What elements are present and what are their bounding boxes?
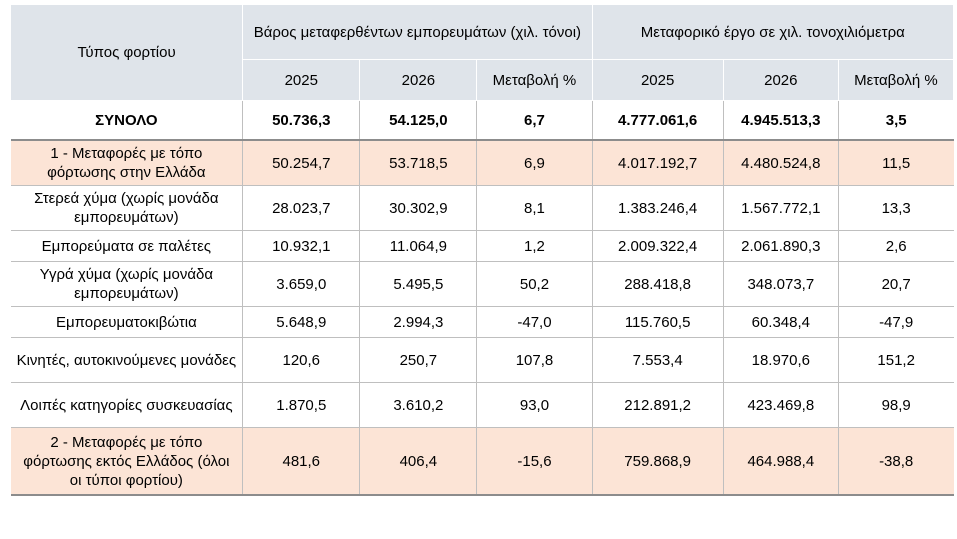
row-label: 1 - Μεταφορές με τόπο φόρτωσης στην Ελλά… <box>10 140 243 186</box>
tonne-km-change-cell: 98,9 <box>837 382 954 428</box>
tonne-km-2025-cell: 4.777.061,6 <box>591 100 724 141</box>
tonne-km-change-cell: 2,6 <box>837 230 954 262</box>
weight-2026-cell: 30.302,9 <box>359 185 477 231</box>
table-body: ΣΥΝΟΛΟ 50.736,3 54.125,0 6,7 4.777.061,6… <box>10 100 954 496</box>
tonne-km-2026-cell: 4.480.524,8 <box>722 140 839 186</box>
table-row: Στερεά χύμα (χωρίς μονάδα εμπορευμάτων) … <box>10 185 954 231</box>
weight-2026-cell: 406,4 <box>359 427 477 496</box>
table-row: Εμπορευματοκιβώτια 5.648,9 2.994,3 -47,0… <box>10 306 954 338</box>
tonne-km-2025-cell: 4.017.192,7 <box>591 140 724 186</box>
tonne-km-2025-cell: 288.418,8 <box>591 261 724 307</box>
row-label: Κινητές, αυτοκινούμενες μονάδες <box>10 337 243 383</box>
tonne-km-2026-header: 2026 <box>722 59 839 101</box>
tonne-km-2025-cell: 7.553,4 <box>591 337 724 383</box>
table-row: Λοιπές κατηγορίες συσκευασίας 1.870,5 3.… <box>10 382 954 428</box>
weight-change-cell: 107,8 <box>476 337 593 383</box>
tonne-km-2025-cell: 2.009.322,4 <box>591 230 724 262</box>
table-row-total: ΣΥΝΟΛΟ 50.736,3 54.125,0 6,7 4.777.061,6… <box>10 100 954 141</box>
weight-2026-cell: 11.064,9 <box>359 230 477 262</box>
weight-change-cell: -15,6 <box>476 427 593 496</box>
header-row-columns: 2025 2026 Μεταβολή % 2025 2026 Μεταβολή … <box>11 59 955 101</box>
tonne-km-change-cell: 13,3 <box>837 185 954 231</box>
weight-2025-cell: 50.254,7 <box>242 140 360 186</box>
tonne-km-change-cell: 151,2 <box>837 337 954 383</box>
weight-change-cell: 93,0 <box>476 382 593 428</box>
weight-2026-cell: 3.610,2 <box>359 382 477 428</box>
weight-2026-cell: 53.718,5 <box>359 140 477 186</box>
weight-change-header: Μεταβολή % <box>476 59 593 101</box>
tonne-km-change-cell: -38,8 <box>837 427 954 496</box>
tonne-km-2026-cell: 348.073,7 <box>722 261 839 307</box>
weight-change-cell: 50,2 <box>476 261 593 307</box>
weight-change-cell: 1,2 <box>476 230 593 262</box>
tonne-km-2025-cell: 212.891,2 <box>591 382 724 428</box>
row-label: Λοιπές κατηγορίες συσκευασίας <box>10 382 243 428</box>
weight-2026-header: 2026 <box>359 59 478 101</box>
weight-2026-cell: 54.125,0 <box>359 100 477 141</box>
row-label: 2 - Μεταφορές με τόπο φόρτωσης εκτός Ελλ… <box>10 427 243 496</box>
tonne-km-2026-cell: 1.567.772,1 <box>722 185 839 231</box>
weight-2026-cell: 2.994,3 <box>359 306 477 338</box>
tonne-km-change-header: Μεταβολή % <box>837 59 955 101</box>
weight-group-header: Βάρος μεταφερθέντων εμπορευμάτων (χιλ. τ… <box>242 4 593 60</box>
table-row: Υγρά χύμα (χωρίς μονάδα εμπορευμάτων) 3.… <box>10 261 954 307</box>
weight-change-cell: 8,1 <box>476 185 593 231</box>
table-row: Εμπορεύματα σε παλέτες 10.932,1 11.064,9… <box>10 230 954 262</box>
header-row-groups: Τύπος φορτίου Βάρος μεταφερθέντων εμπορε… <box>9 4 955 101</box>
tonne-km-2026-cell: 423.469,8 <box>722 382 839 428</box>
weight-2025-cell: 10.932,1 <box>242 230 360 262</box>
tonne-km-2026-cell: 4.945.513,3 <box>722 100 839 141</box>
tonne-km-change-cell: 20,7 <box>837 261 954 307</box>
weight-2025-cell: 5.648,9 <box>242 306 360 338</box>
tonne-km-2025-header: 2025 <box>591 59 724 101</box>
tonne-km-change-cell: 3,5 <box>837 100 954 141</box>
table-row-foreign-loading: 2 - Μεταφορές με τόπο φόρτωσης εκτός Ελλ… <box>10 427 954 496</box>
weight-2026-cell: 250,7 <box>359 337 477 383</box>
weight-2025-cell: 3.659,0 <box>242 261 360 307</box>
weight-2025-cell: 28.023,7 <box>242 185 360 231</box>
weight-2025-cell: 50.736,3 <box>242 100 360 141</box>
tonne-km-2025-cell: 1.383.246,4 <box>591 185 724 231</box>
tonne-km-2026-cell: 2.061.890,3 <box>722 230 839 262</box>
weight-2025-cell: 120,6 <box>242 337 360 383</box>
weight-2025-cell: 481,6 <box>242 427 360 496</box>
tonne-km-group-header: Μεταφορικό έργο σε χιλ. τονοχιλιόμετρα <box>591 4 955 60</box>
weight-change-cell: -47,0 <box>476 306 593 338</box>
tonne-km-2026-cell: 18.970,6 <box>722 337 839 383</box>
row-label: Εμπορεύματα σε παλέτες <box>10 230 243 262</box>
tonne-km-2026-cell: 60.348,4 <box>722 306 839 338</box>
tonne-km-2025-cell: 115.760,5 <box>591 306 724 338</box>
freight-statistics-table: Τύπος φορτίου Βάρος μεταφερθέντων εμπορε… <box>9 4 955 496</box>
weight-2026-cell: 5.495,5 <box>359 261 477 307</box>
row-label: ΣΥΝΟΛΟ <box>10 100 243 141</box>
weight-change-cell: 6,7 <box>476 100 593 141</box>
cargo-type-header: Τύπος φορτίου <box>9 4 244 101</box>
tonne-km-change-cell: -47,9 <box>837 306 954 338</box>
weight-2025-cell: 1.870,5 <box>242 382 360 428</box>
tonne-km-change-cell: 11,5 <box>837 140 954 186</box>
table-row-domestic-loading: 1 - Μεταφορές με τόπο φόρτωσης στην Ελλά… <box>10 140 954 186</box>
table-row: Κινητές, αυτοκινούμενες μονάδες 120,6 25… <box>10 337 954 383</box>
weight-2025-header: 2025 <box>242 59 361 101</box>
table-header: Τύπος φορτίου Βάρος μεταφερθέντων εμπορε… <box>9 4 955 101</box>
row-label: Εμπορευματοκιβώτια <box>10 306 243 338</box>
tonne-km-2026-cell: 464.988,4 <box>722 427 839 496</box>
tonne-km-2025-cell: 759.868,9 <box>591 427 724 496</box>
row-label: Υγρά χύμα (χωρίς μονάδα εμπορευμάτων) <box>10 261 243 307</box>
row-label: Στερεά χύμα (χωρίς μονάδα εμπορευμάτων) <box>10 185 243 231</box>
weight-change-cell: 6,9 <box>476 140 593 186</box>
